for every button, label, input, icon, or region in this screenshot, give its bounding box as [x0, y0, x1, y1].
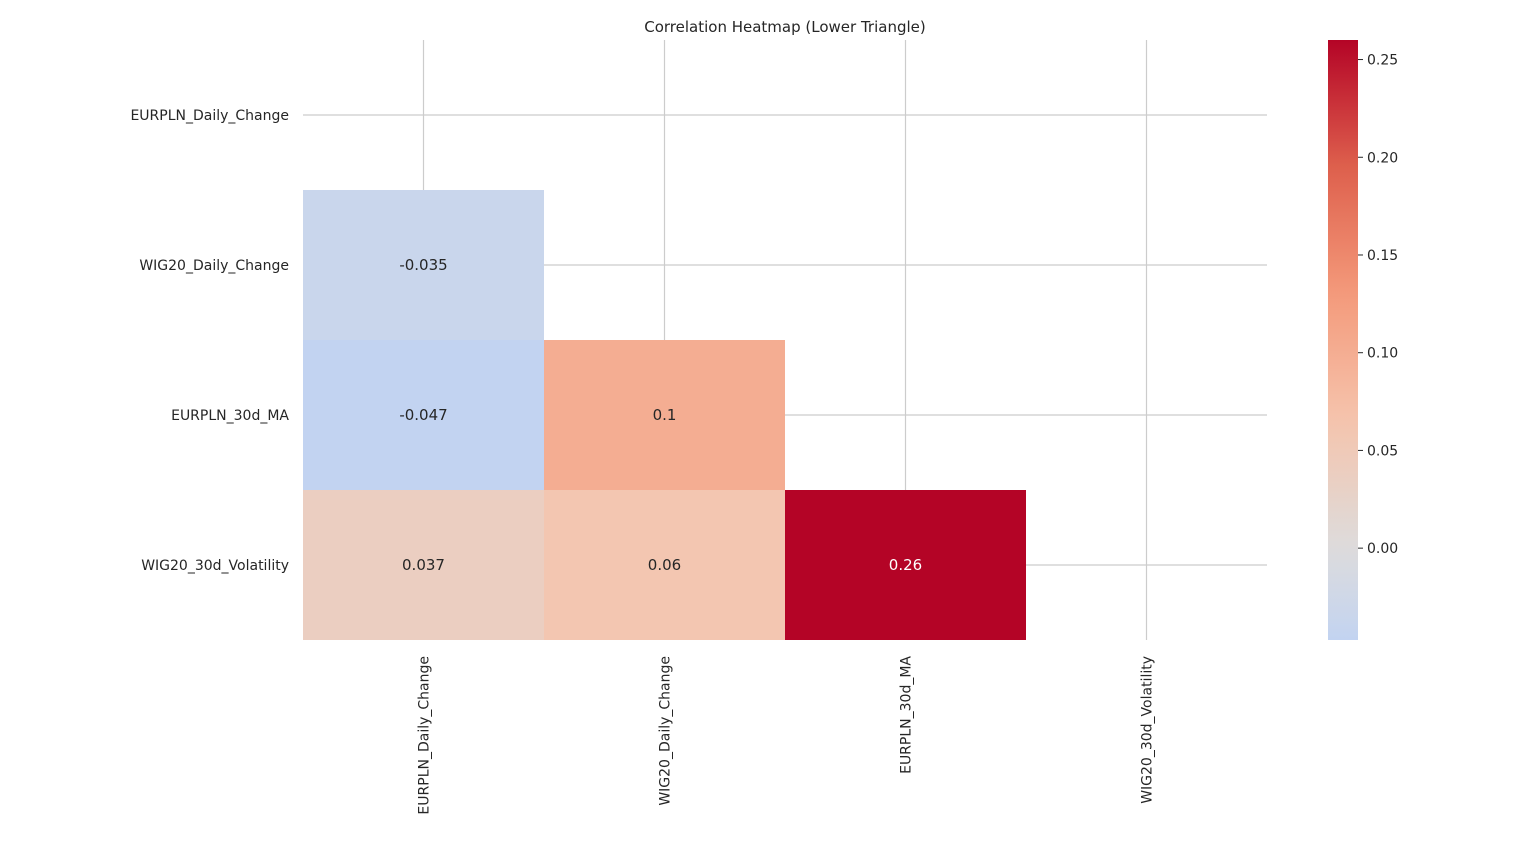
colorbar-tick-label: 0.00	[1367, 541, 1398, 557]
x-tick-label: WIG20_Daily_Change	[658, 656, 674, 806]
heatmap-cell	[544, 340, 785, 490]
colorbar-tick-label: 0.10	[1367, 346, 1398, 362]
x-tick-label: EURPLN_30d_MA	[899, 656, 915, 774]
cell-value-label: -0.047	[399, 406, 447, 424]
colorbar-tick-label: 0.20	[1367, 150, 1398, 166]
chart-title: Correlation Heatmap (Lower Triangle)	[644, 18, 925, 36]
x-tick-labels: EURPLN_Daily_Change WIG20_Daily_Change EUR…	[417, 656, 1156, 815]
x-tick-label: WIG20_30d_Volatility	[1140, 656, 1156, 804]
heatmap-cell	[303, 190, 544, 340]
y-tick-label: WIG20_30d_Volatility	[141, 558, 289, 574]
colorbar-tick-label: 0.25	[1367, 53, 1398, 69]
cell-value-label: 0.26	[889, 556, 922, 574]
heatmap-cell	[303, 490, 544, 640]
x-tick-label: EURPLN_Daily_Change	[417, 656, 433, 815]
heatmap-cell	[303, 340, 544, 490]
cell-value-label: -0.035	[399, 256, 447, 274]
colorbar: 0.00 0.05 0.10 0.15 0.20 0.25	[1328, 40, 1398, 640]
heatmap-cell	[544, 490, 785, 640]
heatmap-cells: -0.035 -0.047 0.1 0.037 0.06 0.26	[303, 190, 1026, 640]
y-tick-label: EURPLN_Daily_Change	[130, 108, 289, 124]
heatmap-cell	[785, 490, 1026, 640]
colorbar-tick-label: 0.15	[1367, 248, 1398, 264]
y-tick-label: EURPLN_30d_MA	[171, 408, 289, 424]
cell-value-label: 0.1	[653, 406, 677, 424]
y-tick-label: WIG20_Daily_Change	[139, 258, 289, 274]
cell-value-label: 0.037	[402, 556, 445, 574]
y-tick-labels: EURPLN_Daily_Change WIG20_Daily_Change EUR…	[130, 108, 289, 574]
colorbar-gradient	[1328, 40, 1358, 640]
colorbar-tick-label: 0.05	[1367, 443, 1398, 459]
cell-value-label: 0.06	[648, 556, 681, 574]
